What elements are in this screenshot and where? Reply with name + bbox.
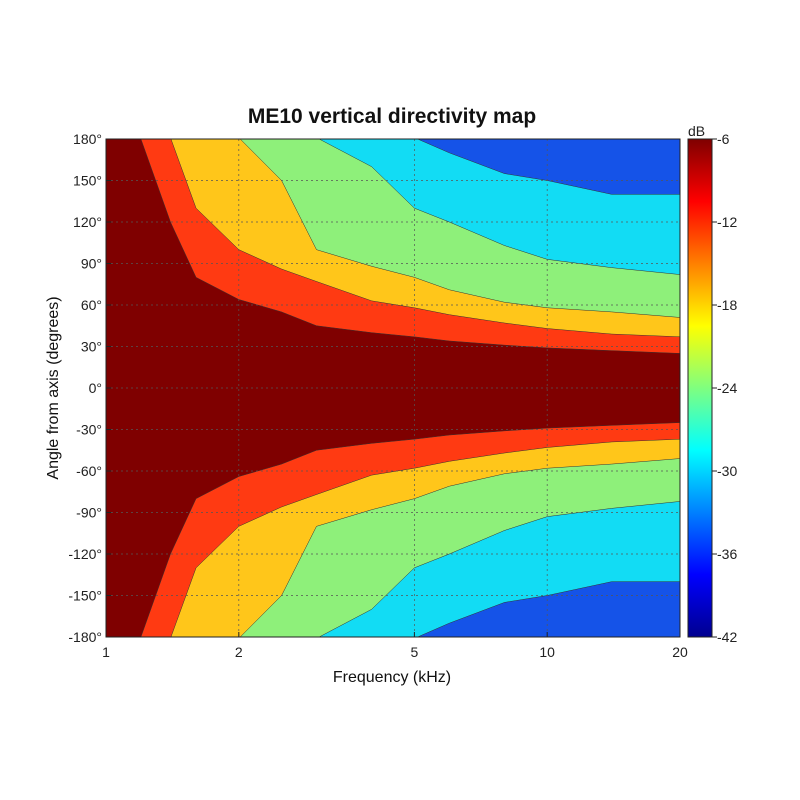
y-tick-label: -90° [76,505,102,521]
x-axis-label: Frequency (kHz) [333,669,451,686]
y-tick-label: 0° [89,380,102,396]
y-tick-label: 150° [73,173,102,189]
y-tick-label: -150° [68,588,102,604]
colorbar-unit: dB [688,123,705,139]
colorbar-tick-label: -24 [717,380,737,396]
colorbar-ticks: -6 -12 -18 -24 -30 -36 -42 [712,131,737,645]
colorbar-tick-label: -12 [717,214,737,230]
x-tick-label: 10 [539,644,555,660]
y-tick-label: -120° [68,546,102,562]
x-tick-label: 20 [672,644,688,660]
y-tick-label: 60° [81,297,102,313]
y-axis-label: Angle from axis (degrees) [45,296,62,479]
y-tick-label: 30° [81,339,102,355]
y-tick-label: -180° [68,629,102,645]
colorbar-tick-label: -42 [717,629,737,645]
colorbar-tick-label: -36 [717,546,737,562]
chart-title: ME10 vertical directivity map [248,105,536,128]
x-tick-label: 1 [102,644,110,660]
y-axis-ticks: 180° 150° 120° 90° 60° 30° 0° -30° -60° -90° -120°… [68,131,111,645]
x-axis-ticks: 1 2 5 10 20 [102,632,688,660]
grid-lines [106,139,680,637]
y-tick-label: 120° [73,214,102,230]
x-tick-label: 2 [235,644,243,660]
x-tick-label: 5 [410,644,418,660]
colorbar-tick-label: -30 [717,463,737,479]
colorbar-gradient [687,138,713,638]
band-level-5-upper [416,139,680,195]
colorbar: dB -6 -12 -18 -24 -30 -36 -42 [687,123,737,645]
colorbar-tick-label: -6 [717,131,730,147]
y-tick-label: 90° [81,256,102,272]
y-tick-label: 180° [73,131,102,147]
band-level-5-lower [416,581,680,637]
y-tick-label: -30° [76,422,102,438]
y-tick-label: -60° [76,463,102,479]
colorbar-tick-label: -18 [717,297,737,313]
